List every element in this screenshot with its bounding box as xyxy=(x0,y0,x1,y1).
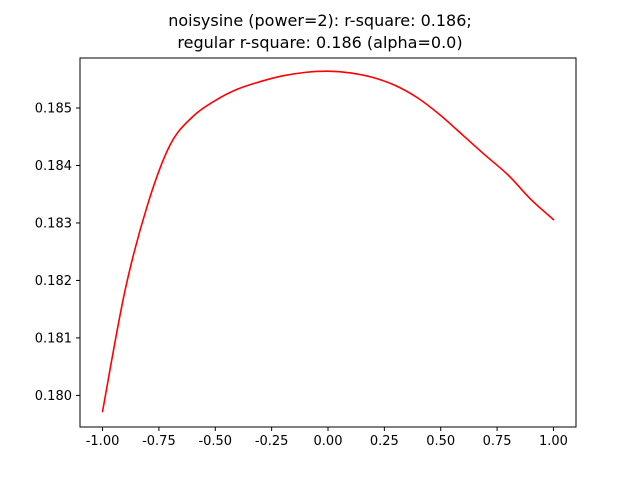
chart-subtitle: regular r-square: 0.186 (alpha=0.0) xyxy=(177,33,463,52)
y-tick-label: 0.181 xyxy=(35,331,72,346)
y-axis: 0.180 0.181 0.182 0.183 0.184 0.185 xyxy=(35,102,80,404)
x-tick-label: -1.00 xyxy=(86,434,120,449)
x-tick-label: -0.50 xyxy=(198,434,232,449)
plot-area xyxy=(80,58,576,427)
series-layer xyxy=(101,70,555,413)
series-line-0 xyxy=(101,70,555,413)
x-tick-label: 1.00 xyxy=(539,434,568,449)
y-tick-label: 0.183 xyxy=(35,216,72,231)
x-tick-label: 0.50 xyxy=(426,434,455,449)
x-tick-label: -0.25 xyxy=(255,434,289,449)
x-tick-label: 0.75 xyxy=(483,434,512,449)
x-tick-label: -0.75 xyxy=(142,434,176,449)
x-tick-label: 0.00 xyxy=(314,434,343,449)
y-tick-label: 0.182 xyxy=(35,274,72,289)
plot-frame xyxy=(79,57,577,428)
y-tick-label: 0.180 xyxy=(35,389,72,404)
y-tick-label: 0.184 xyxy=(35,159,72,174)
chart-title: noisysine (power=2): r-square: 0.186; xyxy=(168,11,472,30)
x-tick-label: 0.25 xyxy=(370,434,399,449)
y-tick-label: 0.185 xyxy=(35,102,72,117)
x-axis: -1.00 -0.75 -0.50 -0.25 0.00 0.25 0.50 0.75 1.00 xyxy=(86,427,568,449)
